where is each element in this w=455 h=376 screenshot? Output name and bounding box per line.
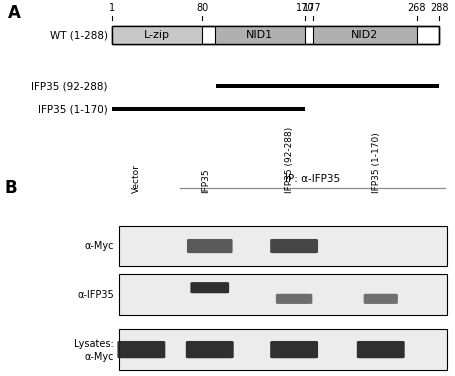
Text: IFP35 (1-170): IFP35 (1-170) <box>38 104 107 114</box>
Bar <box>111 26 439 44</box>
Bar <box>111 107 304 111</box>
Text: IP: α-IFP35: IP: α-IFP35 <box>284 174 339 184</box>
Text: A: A <box>8 4 21 22</box>
Text: 80: 80 <box>196 3 208 12</box>
Text: 288: 288 <box>429 3 448 12</box>
Text: α-Myc: α-Myc <box>84 352 114 362</box>
Text: IFP35 (1-170): IFP35 (1-170) <box>371 132 380 193</box>
Text: B: B <box>5 179 17 197</box>
Bar <box>215 84 439 88</box>
FancyBboxPatch shape <box>187 239 232 253</box>
Text: NID2: NID2 <box>350 30 378 40</box>
Text: IFP35: IFP35 <box>200 169 209 193</box>
FancyBboxPatch shape <box>270 341 318 358</box>
FancyBboxPatch shape <box>363 294 397 304</box>
Bar <box>312 26 416 44</box>
Text: WT (1-288): WT (1-288) <box>50 30 107 40</box>
Text: α-Myc: α-Myc <box>84 241 114 251</box>
FancyBboxPatch shape <box>356 341 404 358</box>
FancyBboxPatch shape <box>190 282 229 293</box>
Bar <box>111 26 439 44</box>
Text: 170: 170 <box>295 3 313 12</box>
Bar <box>118 274 446 315</box>
Text: Vector: Vector <box>132 164 141 193</box>
Text: IFP35 (92-288): IFP35 (92-288) <box>31 81 107 91</box>
Text: IFP35 (92-288): IFP35 (92-288) <box>284 127 293 193</box>
Text: L-zip: L-zip <box>144 30 170 40</box>
Bar <box>111 26 202 44</box>
FancyBboxPatch shape <box>275 294 312 304</box>
FancyBboxPatch shape <box>270 239 318 253</box>
Text: 268: 268 <box>406 3 425 12</box>
Bar <box>118 329 446 370</box>
Text: Lysates:: Lysates: <box>74 338 114 349</box>
Text: 1: 1 <box>109 3 115 12</box>
FancyBboxPatch shape <box>186 341 233 358</box>
FancyBboxPatch shape <box>117 341 165 358</box>
Bar <box>118 226 446 266</box>
Text: α-IFP35: α-IFP35 <box>77 290 114 300</box>
Text: NID1: NID1 <box>246 30 273 40</box>
Bar <box>214 26 304 44</box>
Text: 177: 177 <box>303 3 321 12</box>
